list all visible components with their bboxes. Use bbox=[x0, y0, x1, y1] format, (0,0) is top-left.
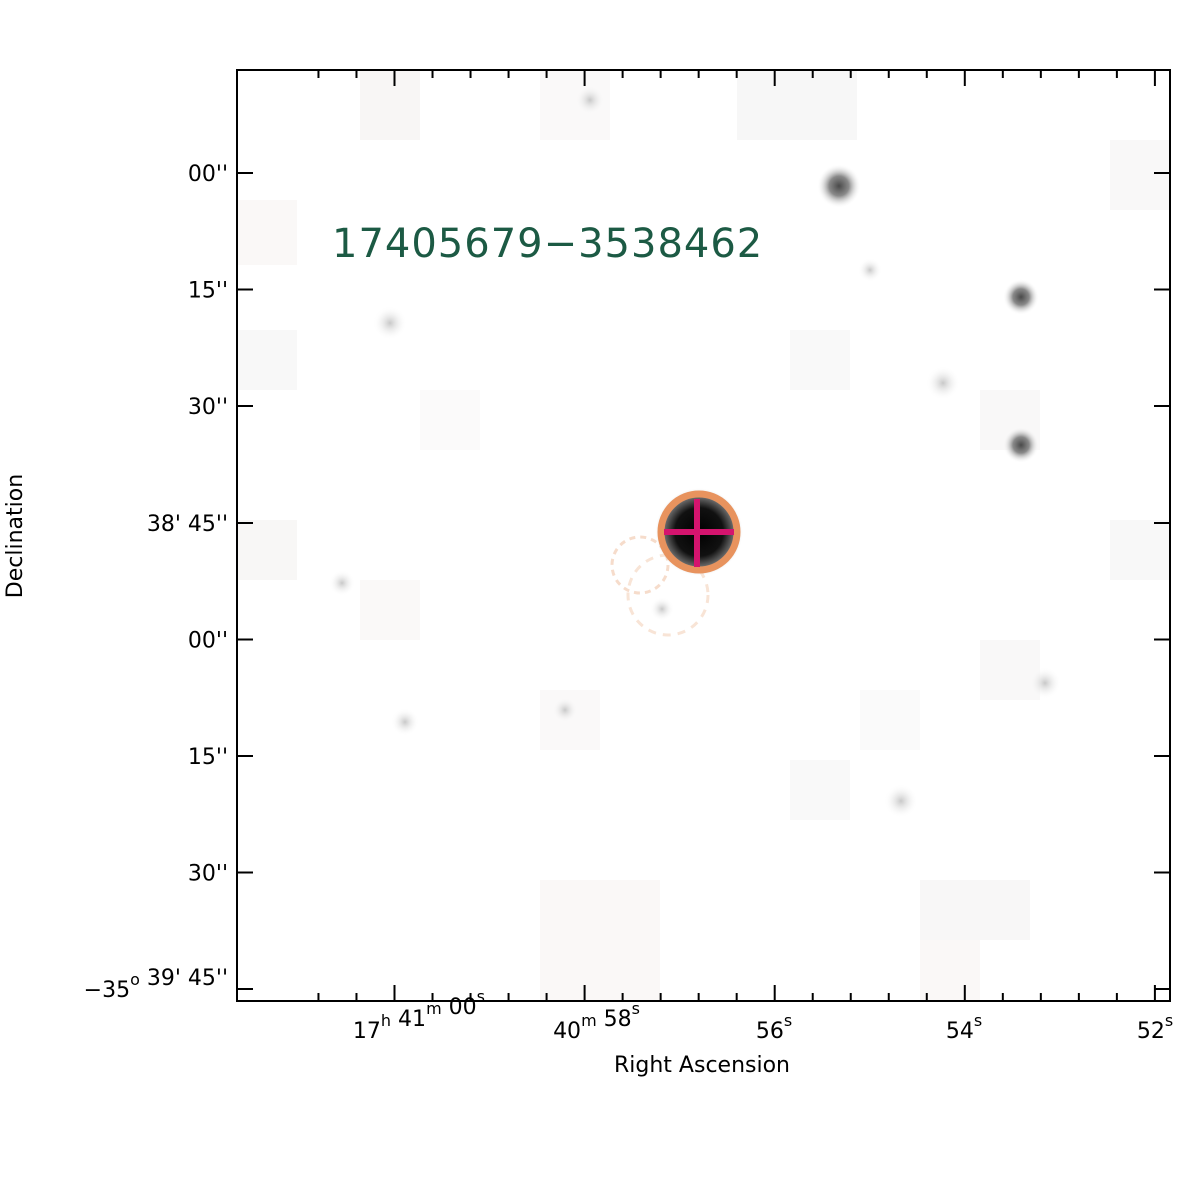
y-tick-label: 38' 45'' bbox=[147, 512, 228, 537]
y-tick-label: 15'' bbox=[188, 745, 228, 770]
y-tick-label: 15'' bbox=[188, 279, 228, 304]
y-tick-labels: 00'' 15'' 30'' 38' 45'' 00'' 15'' 30'' −35o 39'… bbox=[84, 162, 228, 1003]
y-tick-label: 30'' bbox=[188, 395, 228, 420]
x-tick-labels: 17h 41m 00s 40m 58s 56s 54s 52s bbox=[353, 987, 1173, 1044]
sky-image bbox=[237, 70, 1170, 1001]
target-name: 17405679−3538462 bbox=[332, 221, 763, 267]
star bbox=[373, 306, 407, 340]
x-tick-label: 54s bbox=[946, 1011, 982, 1044]
star bbox=[650, 597, 674, 621]
star bbox=[817, 164, 861, 208]
star bbox=[1003, 279, 1039, 315]
star bbox=[884, 784, 918, 818]
plot-frame bbox=[236, 69, 1171, 1002]
artifact-ring bbox=[626, 553, 710, 637]
x-tick-label: 40m 58s bbox=[553, 999, 640, 1044]
y-tick-label: 30'' bbox=[188, 862, 228, 887]
star bbox=[858, 258, 882, 282]
star bbox=[926, 366, 960, 400]
x-axis-label: Right Ascension bbox=[614, 1053, 790, 1078]
y-tick-label: 00'' bbox=[188, 629, 228, 654]
x-tick-label: 17h 41m 00s bbox=[353, 987, 485, 1044]
tick-marks bbox=[237, 70, 1170, 1001]
x-tick-label: 56s bbox=[756, 1011, 792, 1044]
star bbox=[575, 85, 605, 115]
star bbox=[552, 697, 578, 723]
star bbox=[1029, 667, 1061, 699]
y-axis-label: Declination bbox=[3, 474, 28, 598]
y-tick-label: −35o 39' 45'' bbox=[84, 966, 228, 1003]
star bbox=[329, 570, 355, 596]
x-tick-label: 52s bbox=[1137, 1011, 1173, 1044]
y-tick-label: 00'' bbox=[188, 162, 228, 187]
star bbox=[1003, 427, 1039, 463]
star bbox=[391, 708, 419, 736]
artifact-ring bbox=[610, 535, 670, 595]
target-circle bbox=[657, 490, 741, 574]
